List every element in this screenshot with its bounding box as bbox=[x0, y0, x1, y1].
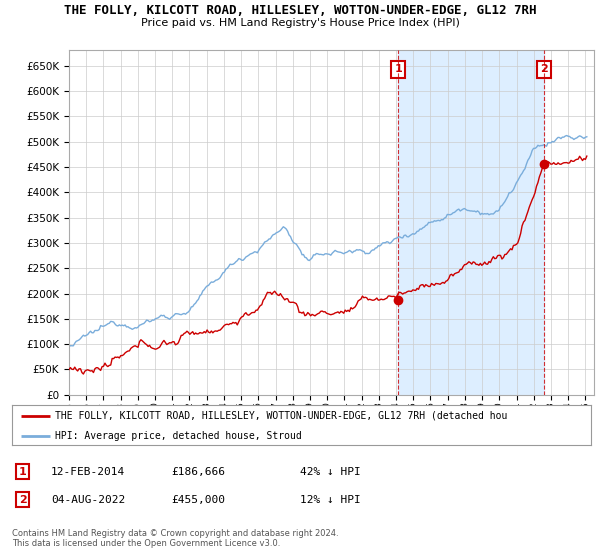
Text: 12-FEB-2014: 12-FEB-2014 bbox=[51, 466, 125, 477]
Text: 2: 2 bbox=[540, 64, 548, 74]
Text: 1: 1 bbox=[19, 466, 26, 477]
Text: £455,000: £455,000 bbox=[171, 494, 225, 505]
Text: 12% ↓ HPI: 12% ↓ HPI bbox=[300, 494, 361, 505]
Text: 04-AUG-2022: 04-AUG-2022 bbox=[51, 494, 125, 505]
Text: 2: 2 bbox=[19, 494, 26, 505]
Text: Price paid vs. HM Land Registry's House Price Index (HPI): Price paid vs. HM Land Registry's House … bbox=[140, 18, 460, 28]
Text: THE FOLLY, KILCOTT ROAD, HILLESLEY, WOTTON-UNDER-EDGE, GL12 7RH (detached hou: THE FOLLY, KILCOTT ROAD, HILLESLEY, WOTT… bbox=[55, 411, 508, 421]
Text: 1: 1 bbox=[394, 64, 402, 74]
Text: £186,666: £186,666 bbox=[171, 466, 225, 477]
Text: HPI: Average price, detached house, Stroud: HPI: Average price, detached house, Stro… bbox=[55, 431, 302, 441]
Text: Contains HM Land Registry data © Crown copyright and database right 2024.
This d: Contains HM Land Registry data © Crown c… bbox=[12, 529, 338, 548]
Bar bbox=[398, 50, 544, 395]
Text: THE FOLLY, KILCOTT ROAD, HILLESLEY, WOTTON-UNDER-EDGE, GL12 7RH: THE FOLLY, KILCOTT ROAD, HILLESLEY, WOTT… bbox=[64, 4, 536, 17]
Text: 42% ↓ HPI: 42% ↓ HPI bbox=[300, 466, 361, 477]
